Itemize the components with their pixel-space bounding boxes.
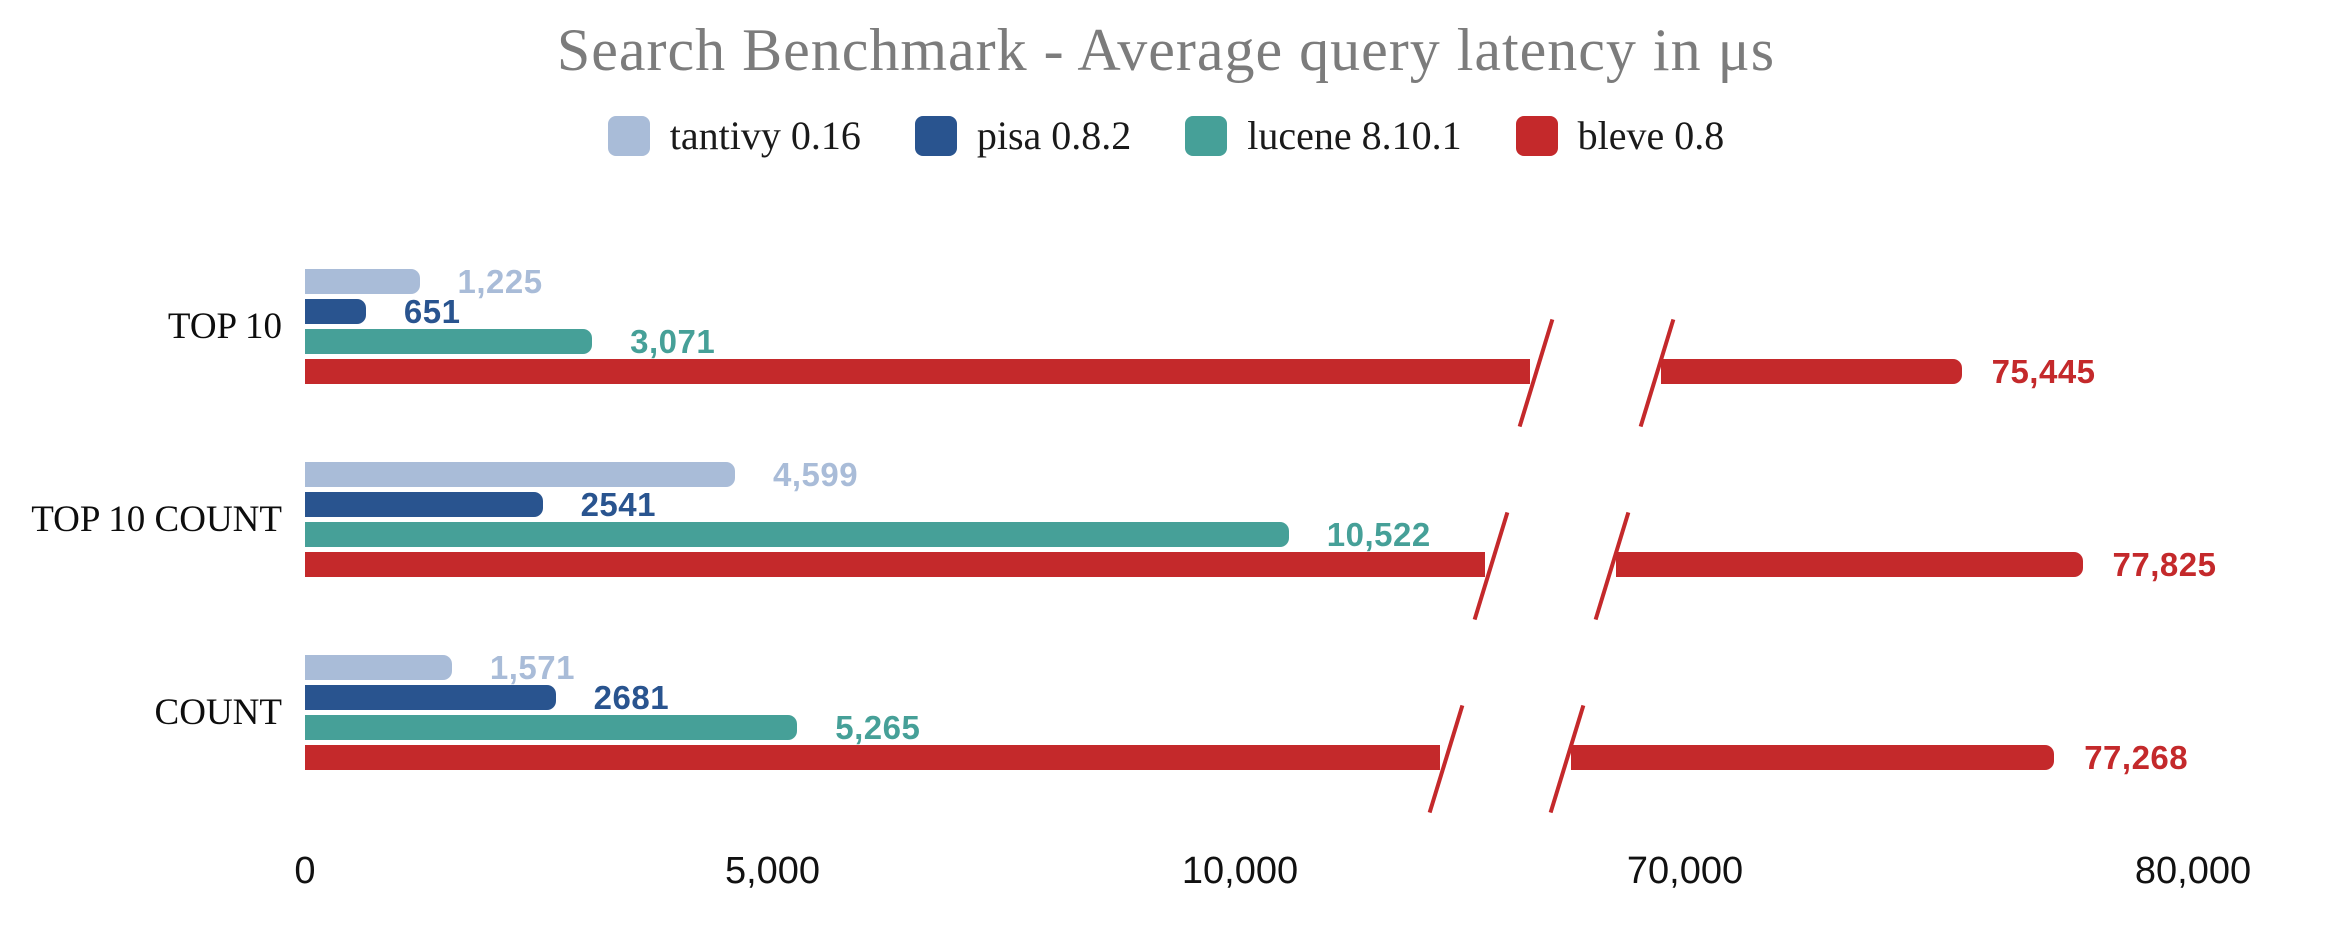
legend-label: tantivy 0.16 bbox=[669, 113, 861, 158]
value-label: 2681 bbox=[593, 678, 670, 716]
x-tick-label: 10,000 bbox=[1181, 850, 1299, 892]
value-label: 5,265 bbox=[835, 708, 921, 746]
x-tick-label: 70,000 bbox=[1626, 850, 1744, 892]
legend: tantivy 0.16 pisa 0.8.2 lucene 8.10.1 bleve… bbox=[0, 112, 2332, 159]
bar bbox=[305, 685, 556, 710]
category-label: TOP 10 COUNT bbox=[31, 499, 282, 540]
value-label: 77,268 bbox=[2084, 738, 2189, 776]
value-label: 3,071 bbox=[630, 322, 716, 360]
bar-segment-left bbox=[305, 359, 1530, 384]
bar bbox=[305, 655, 452, 680]
legend-swatch-icon bbox=[1515, 115, 1558, 156]
x-tick-label: 80,000 bbox=[2134, 850, 2252, 892]
category-label: TOP 10 bbox=[167, 306, 282, 347]
bar-segment-right bbox=[1661, 359, 1962, 384]
value-label: 4,599 bbox=[773, 455, 859, 493]
value-label: 1,225 bbox=[457, 262, 543, 300]
legend-swatch-icon bbox=[914, 115, 957, 156]
bar bbox=[305, 462, 735, 487]
legend-swatch-icon bbox=[607, 115, 650, 156]
value-label: 1,571 bbox=[489, 648, 575, 686]
legend-label: pisa 0.8.2 bbox=[976, 113, 1132, 158]
bar-segment-right bbox=[1616, 552, 2083, 577]
bar bbox=[305, 329, 593, 354]
bar bbox=[305, 492, 543, 517]
x-tick-label: 0 bbox=[294, 850, 316, 892]
bar bbox=[305, 269, 420, 294]
value-label: 10,522 bbox=[1326, 515, 1431, 553]
legend-item: tantivy 0.16 bbox=[607, 112, 861, 159]
bar-segment-left bbox=[305, 552, 1485, 577]
bar bbox=[305, 299, 366, 324]
value-label: 77,825 bbox=[2112, 545, 2217, 583]
bar-segment-right bbox=[1571, 745, 2055, 770]
bar-segment-left bbox=[305, 745, 1440, 770]
value-label: 75,445 bbox=[1991, 352, 2096, 390]
bar bbox=[305, 715, 798, 740]
category-label: COUNT bbox=[154, 692, 282, 733]
legend-item: pisa 0.8.2 bbox=[914, 112, 1132, 159]
legend-item: lucene 8.10.1 bbox=[1185, 112, 1462, 159]
legend-label: bleve 0.8 bbox=[1577, 113, 1725, 158]
value-label: 651 bbox=[403, 292, 461, 330]
x-tick-label: 5,000 bbox=[724, 850, 821, 892]
value-label: 2541 bbox=[580, 485, 656, 523]
legend-item: bleve 0.8 bbox=[1515, 112, 1725, 159]
legend-label: lucene 8.10.1 bbox=[1247, 113, 1462, 158]
bar bbox=[305, 522, 1289, 547]
legend-swatch-icon bbox=[1185, 115, 1228, 156]
chart-title: Search Benchmark - Average query latency… bbox=[556, 17, 1776, 83]
